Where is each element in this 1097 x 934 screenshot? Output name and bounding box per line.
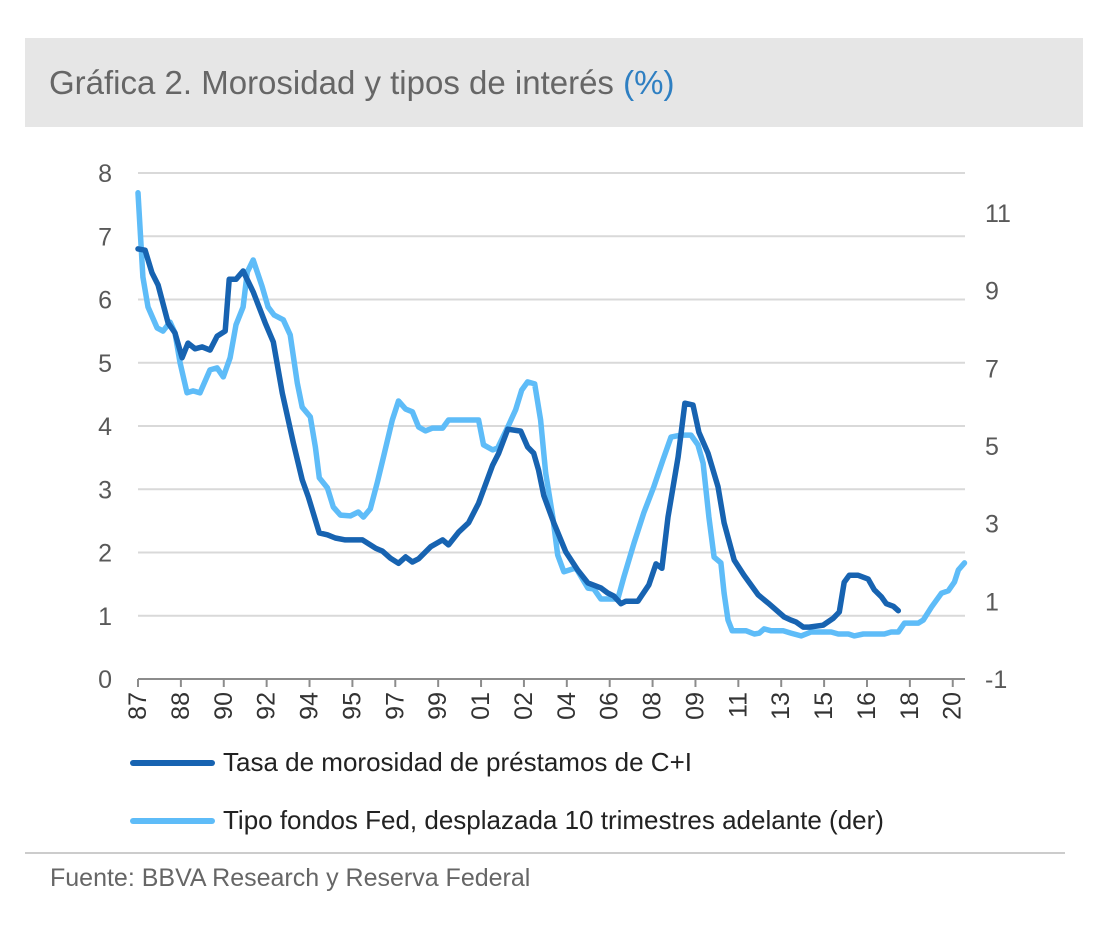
y-left-tick-label: 1 — [98, 603, 112, 631]
y-left-tick-label: 7 — [98, 223, 112, 251]
y-right-tick-label: 11 — [985, 200, 1011, 228]
x-tick-label: 20 — [939, 692, 967, 720]
x-tick-label: 99 — [424, 692, 452, 720]
x-tick-label: 88 — [167, 692, 195, 720]
legend-swatch-light — [130, 817, 215, 824]
x-tick-label: 97 — [381, 692, 409, 720]
x-tick-label: 02 — [510, 692, 538, 720]
y-right-tick-label: 1 — [985, 588, 999, 616]
x-tick-label: 13 — [767, 692, 795, 720]
y-right-tick-label: 5 — [985, 433, 999, 461]
y-left-tick-label: 0 — [98, 666, 112, 694]
legend-swatch-dark — [130, 759, 215, 766]
legend-label-fed-funds: Tipo fondos Fed, desplazada 10 trimestre… — [223, 805, 884, 835]
y-left-tick-label: 4 — [98, 413, 112, 441]
x-tick-label: 90 — [210, 692, 238, 720]
x-tick-label: 04 — [553, 692, 581, 720]
y-left-tick-label: 3 — [98, 476, 112, 504]
x-tick-label: 94 — [296, 692, 324, 720]
x-tick-label: 06 — [596, 692, 624, 720]
y-left-tick-label: 5 — [98, 350, 112, 378]
x-tick-label: 08 — [639, 692, 667, 720]
y-left-tick-label: 6 — [98, 287, 112, 315]
x-tick-label: 87 — [124, 692, 152, 720]
x-tick-label: 92 — [253, 692, 281, 720]
x-tick-label: 95 — [338, 692, 366, 720]
legend-label-morosidad: Tasa de morosidad de préstamos de C+I — [223, 747, 692, 777]
legend-item-fed-funds: Tipo fondos Fed, desplazada 10 trimestre… — [130, 805, 884, 836]
y-left-tick-label: 8 — [98, 160, 112, 188]
legend-item-morosidad: Tasa de morosidad de préstamos de C+I — [130, 747, 692, 778]
y-right-tick-label: 3 — [985, 511, 999, 539]
y-left-tick-label: 2 — [98, 540, 112, 568]
source-note: Fuente: BBVA Research y Reserva Federal — [50, 864, 531, 892]
x-tick-label: 18 — [896, 692, 924, 720]
series-line-fed-funds — [135, 190, 968, 639]
y-right-tick-label: 9 — [985, 278, 999, 306]
series-line-morosidad — [135, 246, 902, 630]
x-tick-label: 15 — [810, 692, 838, 720]
chart-title: Gráfica 2. Morosidad y tipos de interés … — [49, 64, 674, 102]
x-tick-label: 16 — [853, 692, 881, 720]
divider — [25, 852, 1065, 854]
x-tick-label: 09 — [681, 692, 709, 720]
chart-title-unit: (%) — [623, 64, 675, 101]
y-right-tick-label: -1 — [985, 666, 1007, 694]
x-tick-label: 01 — [467, 692, 495, 720]
x-tick-label: 11 — [724, 692, 752, 718]
title-bar: Gráfica 2. Morosidad y tipos de interés … — [25, 38, 1083, 127]
chart-title-text: Gráfica 2. Morosidad y tipos de interés — [49, 64, 614, 101]
y-right-tick-label: 7 — [985, 355, 999, 383]
